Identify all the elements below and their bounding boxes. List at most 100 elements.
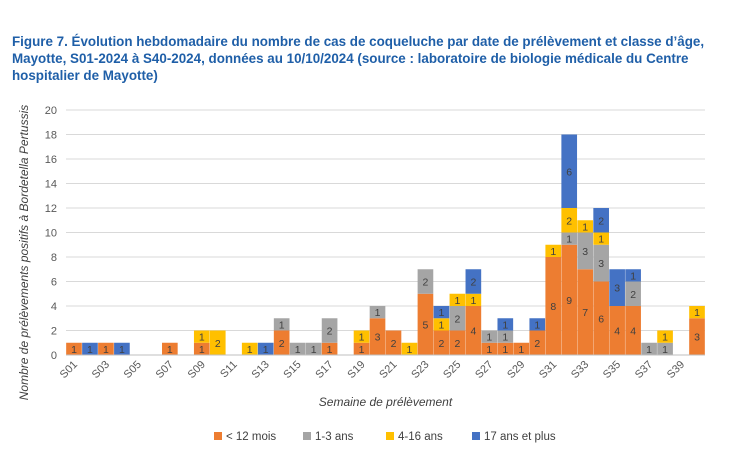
bar-data-label: 2 [423, 277, 429, 289]
x-tick-label: S19 [345, 359, 367, 381]
bar-segment [66, 342, 82, 355]
bar-segment [209, 330, 226, 355]
bar-segment [385, 330, 402, 355]
bar-data-label: 3 [614, 283, 620, 295]
x-axis-label: Semaine de prélèvement [319, 395, 453, 409]
bar-data-label: 1 [630, 270, 636, 282]
bar-data-label: 2 [391, 338, 397, 350]
bar-segment [289, 342, 306, 355]
y-tick-label: 14 [45, 179, 57, 191]
bar-data-label: 3 [694, 332, 700, 344]
bar-data-label: 1 [199, 344, 205, 356]
x-tick-label: S25 [441, 359, 463, 381]
bar-segment [481, 330, 498, 343]
bar-data-label: 2 [438, 338, 444, 350]
x-tick-label: S35 [601, 359, 623, 381]
y-tick-label: 20 [45, 105, 57, 117]
bar-data-label: 1 [263, 344, 269, 356]
bar-segment [369, 306, 386, 319]
chart-title: Figure 7. Évolution hebdomadaire du nomb… [12, 34, 705, 83]
x-tick-label: S01 [58, 359, 80, 381]
bar-data-label: 1 [87, 344, 93, 356]
bar-data-label: 1 [167, 344, 173, 356]
bar-data-label: 9 [566, 295, 572, 307]
legend-label: < 12 mois [226, 431, 276, 443]
bar-segment [465, 293, 482, 306]
bar-segment [609, 306, 625, 355]
bar-segment [481, 342, 498, 355]
bar-segment [689, 306, 705, 319]
bar-segment [641, 342, 657, 355]
bar-segment [689, 318, 705, 355]
bar-data-label: 1 [407, 344, 413, 356]
y-tick-label: 2 [51, 326, 57, 338]
x-tick-label: S07 [154, 359, 176, 381]
bar-data-label: 1 [534, 319, 540, 331]
x-tick-label: S23 [409, 359, 431, 381]
x-tick-label: S11 [218, 359, 240, 381]
bar-data-label: 1 [247, 344, 253, 356]
bar-data-label: 6 [598, 313, 604, 325]
bar-data-label: 2 [454, 313, 460, 325]
bar-segment [449, 306, 466, 331]
bar-segment [305, 342, 322, 355]
bar-data-label: 1 [694, 307, 700, 319]
bar-data-label: 1 [486, 344, 492, 356]
bar-data-label: 1 [582, 221, 588, 233]
bar-segment [433, 318, 450, 331]
bar-segment [657, 342, 673, 355]
bar-data-label: 2 [470, 277, 476, 289]
bar-data-label: 2 [566, 215, 572, 227]
bar-data-label: 2 [454, 338, 460, 350]
bar-data-label: 3 [582, 246, 588, 258]
bar-segment [241, 342, 258, 355]
bar-segment [513, 342, 530, 355]
x-tick-label: S17 [313, 359, 335, 381]
gridlines [66, 109, 705, 331]
bar-segment [545, 257, 562, 355]
bar-data-label: 1 [550, 246, 556, 258]
bar-data-label: 1 [295, 344, 301, 356]
bar-data-label: 1 [502, 344, 508, 356]
bar-segment [98, 342, 114, 355]
bar-data-label: 2 [630, 289, 636, 301]
bar-data-label: 1 [566, 234, 572, 246]
bar-data-label: 1 [454, 295, 460, 307]
bar-segment [561, 134, 578, 208]
y-axis-label: Nombre de prélèvements positifs à Bordet… [17, 105, 31, 400]
bar-data-label: 6 [566, 166, 572, 178]
bar-segment [465, 269, 482, 294]
bar-segment [577, 232, 594, 270]
bar-segment [449, 330, 466, 355]
bar-data-label: 1 [502, 332, 508, 344]
bar-segment [193, 330, 210, 343]
bar-segment [162, 342, 178, 355]
x-tick-label: S13 [249, 359, 271, 381]
bar-segment [609, 269, 625, 306]
bar-data-label: 2 [598, 215, 604, 227]
bar-data-label: 4 [614, 326, 620, 338]
x-tick-label: S39 [665, 359, 687, 381]
bar-data-label: 1 [502, 319, 508, 331]
y-axis-ticks: 0 2 4 6 8 10 12 14 16 18 20 [45, 105, 57, 362]
bar-data-label: 1 [359, 344, 365, 356]
bar-segment [417, 269, 434, 294]
y-tick-label: 6 [51, 277, 57, 289]
y-tick-label: 10 [45, 228, 57, 240]
bar-segment [561, 244, 578, 355]
bar-data-label: 2 [215, 338, 221, 350]
bar-segment [593, 232, 609, 245]
bar-segment [273, 330, 290, 355]
bar-data-label: 8 [550, 301, 556, 313]
bar-data-label: 4 [470, 326, 476, 338]
legend-swatch [386, 432, 394, 440]
y-tick-label: 4 [51, 301, 57, 313]
bar-data-label: 2 [534, 338, 540, 350]
bar-data-label: 1 [375, 307, 381, 319]
legend-label: 4-16 ans [398, 431, 443, 443]
bar-data-label: 5 [423, 319, 429, 331]
bar-segment [193, 342, 210, 355]
bar-segment [257, 342, 274, 355]
bar-segment [593, 244, 609, 282]
